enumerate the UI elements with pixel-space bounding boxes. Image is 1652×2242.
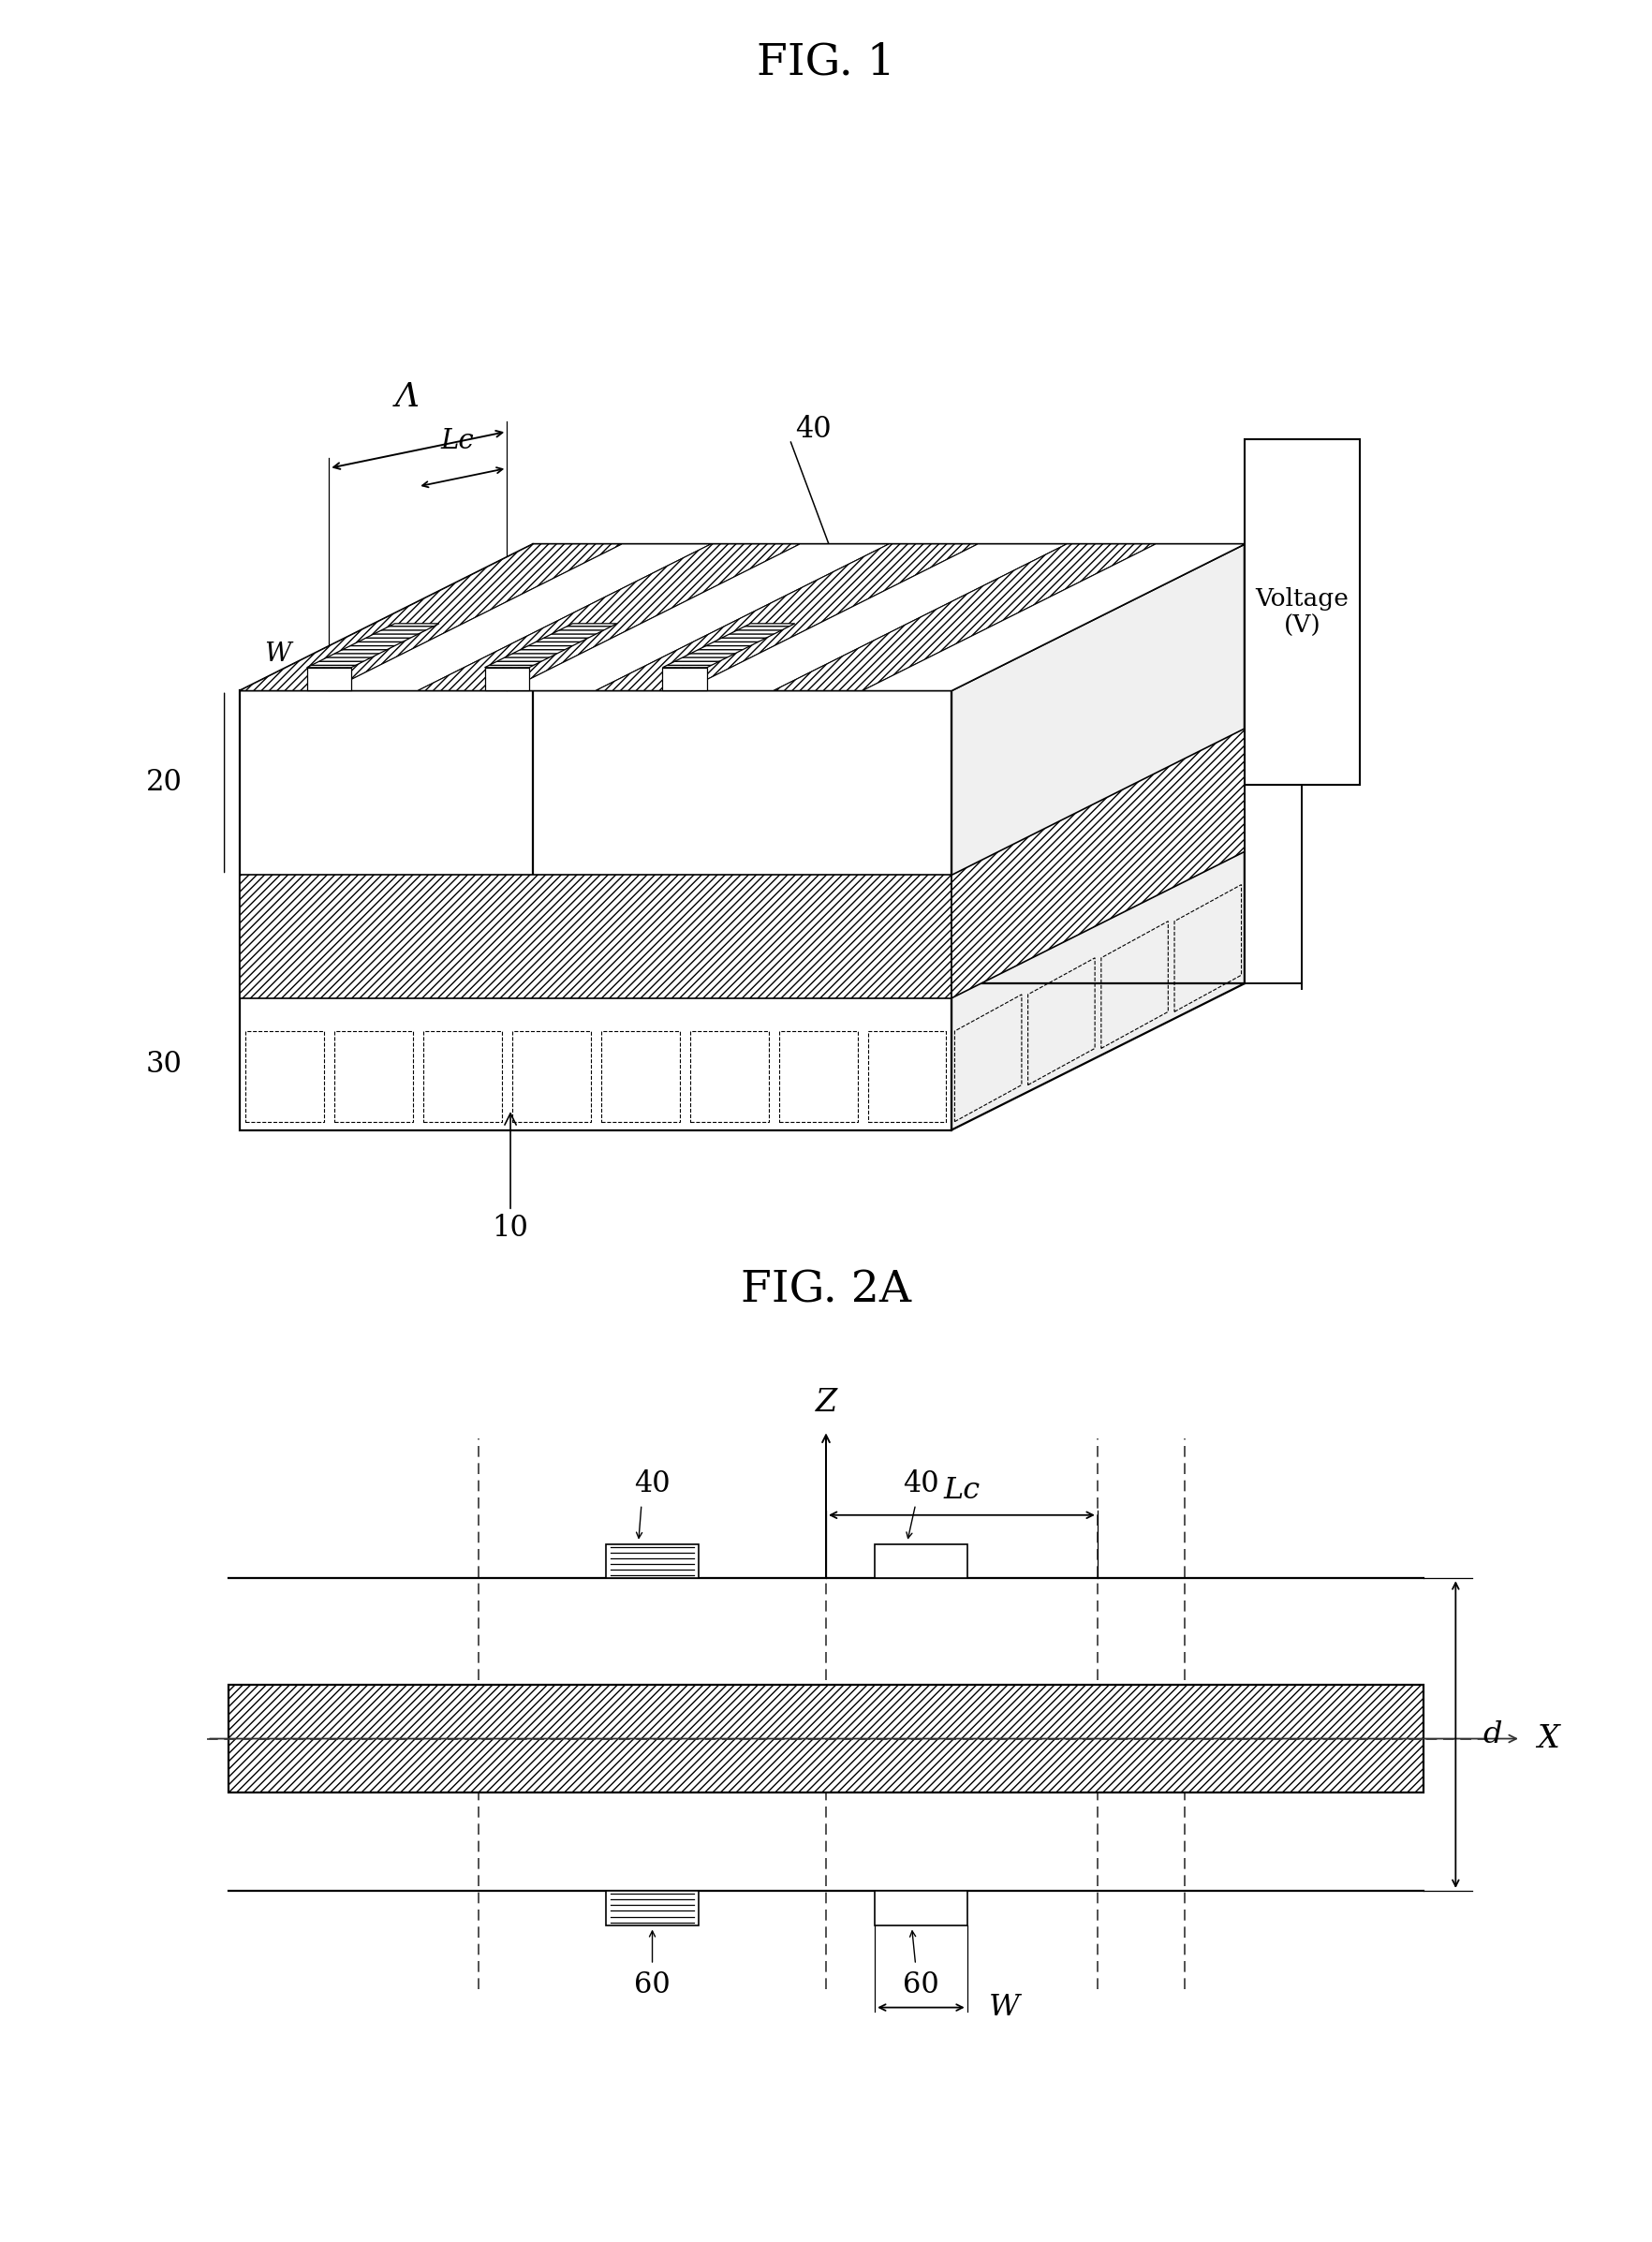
Polygon shape <box>662 668 707 691</box>
Text: 40: 40 <box>634 1469 671 1498</box>
Polygon shape <box>230 1686 1422 1791</box>
Text: 40: 40 <box>904 1469 938 1498</box>
Polygon shape <box>484 623 616 668</box>
Polygon shape <box>952 729 1244 998</box>
Polygon shape <box>240 545 621 691</box>
Polygon shape <box>606 1890 699 1926</box>
Polygon shape <box>876 1890 966 1926</box>
FancyBboxPatch shape <box>1244 439 1360 785</box>
Polygon shape <box>240 545 1244 691</box>
Polygon shape <box>307 668 352 691</box>
Polygon shape <box>952 545 1244 1130</box>
Polygon shape <box>484 668 529 691</box>
Polygon shape <box>507 545 889 691</box>
Text: Λ: Λ <box>395 381 420 413</box>
Text: FIG. 2A: FIG. 2A <box>740 1269 912 1312</box>
Polygon shape <box>862 545 1244 691</box>
Text: W: W <box>990 1993 1019 2022</box>
Text: 20: 20 <box>145 769 182 798</box>
Polygon shape <box>596 545 978 691</box>
Polygon shape <box>307 623 439 668</box>
Polygon shape <box>240 691 952 1130</box>
Polygon shape <box>876 1545 966 1578</box>
Text: d: d <box>1483 1720 1502 1749</box>
Polygon shape <box>662 623 795 668</box>
Polygon shape <box>329 545 710 691</box>
Text: Z: Z <box>814 1388 838 1419</box>
Polygon shape <box>773 545 1155 691</box>
Text: Voltage
(V): Voltage (V) <box>1256 587 1348 637</box>
Text: Lc: Lc <box>441 428 474 455</box>
Text: Lc: Lc <box>943 1475 980 1504</box>
Text: 10: 10 <box>492 1114 529 1242</box>
Text: X: X <box>1536 1724 1559 1753</box>
Text: 30: 30 <box>145 1049 182 1078</box>
Text: 60: 60 <box>904 1971 938 2000</box>
Polygon shape <box>240 874 952 998</box>
Text: 60: 60 <box>634 1971 671 2000</box>
Polygon shape <box>684 545 1067 691</box>
Text: FIG. 1: FIG. 1 <box>757 43 895 83</box>
Text: 40: 40 <box>795 415 831 444</box>
Polygon shape <box>418 545 800 691</box>
Text: W: W <box>264 641 291 666</box>
Polygon shape <box>606 1545 699 1578</box>
